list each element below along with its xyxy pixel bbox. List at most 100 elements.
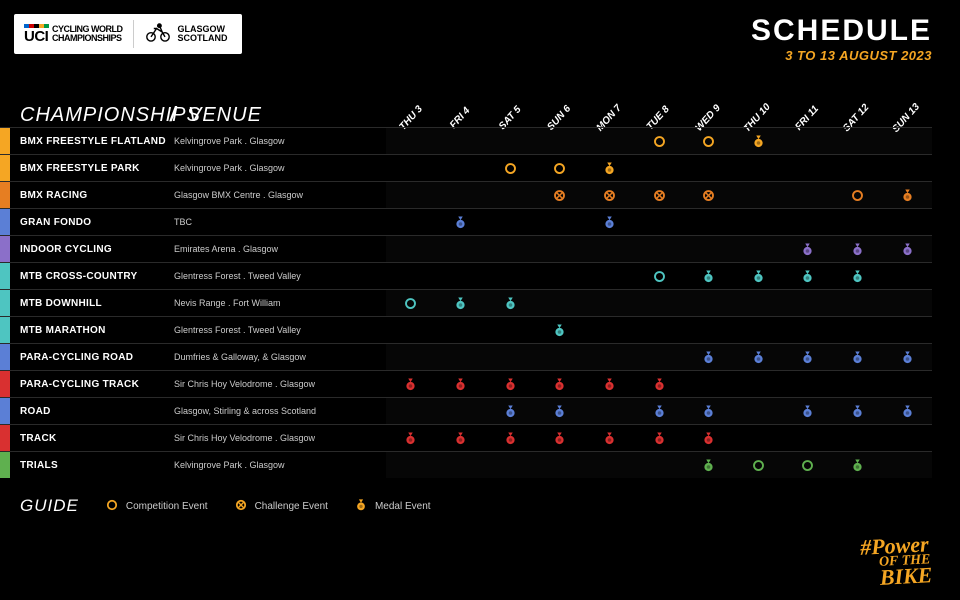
event-cells (386, 371, 932, 397)
page-subtitle: 3 TO 13 AUGUST 2023 (751, 48, 932, 63)
championship-name: BMX FREESTYLE FLATLAND (10, 136, 170, 147)
event-cell (485, 377, 535, 392)
event-cell (634, 404, 684, 419)
color-tab (0, 209, 10, 235)
color-tab (0, 371, 10, 397)
championship-name: ROAD (10, 406, 170, 417)
venue-name: Nevis Range . Fort William (170, 298, 386, 308)
table-row: GRAN FONDO TBC (0, 208, 932, 235)
event-cell (485, 296, 535, 311)
table-row: INDOOR CYCLING Emirates Arena . Glasgow (0, 235, 932, 262)
venue-name: Dumfries & Galloway, & Glasgow (170, 352, 386, 362)
event-cell (436, 215, 486, 230)
table-row: PARA-CYCLING ROAD Dumfries & Galloway, &… (0, 343, 932, 370)
event-cell (485, 161, 535, 176)
title-box: SCHEDULE 3 TO 13 AUGUST 2023 (751, 14, 932, 63)
event-cell (684, 404, 734, 419)
event-cell (634, 269, 684, 284)
championship-name: PARA-CYCLING TRACK (10, 379, 170, 390)
event-cell (684, 431, 734, 446)
event-cell (684, 350, 734, 365)
table-row: ROAD Glasgow, Stirling & across Scotland (0, 397, 932, 424)
table-row: PARA-CYCLING TRACK Sir Chris Hoy Velodro… (0, 370, 932, 397)
venue-name: Kelvingrove Park . Glasgow (170, 136, 386, 146)
glasgow-logo: GLASGOW SCOTLAND (144, 21, 228, 48)
venue-name: Glasgow BMX Centre . Glasgow (170, 190, 386, 200)
championship-name: BMX FREESTYLE PARK (10, 163, 170, 174)
color-tab (0, 452, 10, 478)
event-cell (485, 431, 535, 446)
venue-name: Sir Chris Hoy Velodrome . Glasgow (170, 379, 386, 389)
event-cell (684, 269, 734, 284)
col-championships: CHAMPIONSHIPS (0, 104, 170, 127)
event-cell (783, 404, 833, 419)
event-cell (386, 296, 436, 311)
legend-medal: Medal Event (354, 498, 431, 515)
championship-name: TRACK (10, 433, 170, 444)
event-cell (733, 269, 783, 284)
uci-logo-box: UCI CYCLING WORLD CHAMPIONSHIPS GLASGOW … (14, 14, 242, 54)
event-cell (783, 350, 833, 365)
event-cell (535, 377, 585, 392)
glasgow-text: GLASGOW SCOTLAND (178, 25, 228, 44)
event-cell (535, 188, 585, 203)
color-tab (0, 398, 10, 424)
color-tab (0, 128, 10, 154)
event-cells (386, 182, 932, 208)
uci-label: UCI (24, 28, 49, 45)
championship-name: TRIALS (10, 460, 170, 471)
table-body: BMX FREESTYLE FLATLAND Kelvingrove Park … (0, 127, 932, 478)
event-cells (386, 236, 932, 262)
color-tab (0, 263, 10, 289)
event-cell (783, 269, 833, 284)
guide-title: GUIDE (20, 496, 79, 516)
event-cell (833, 269, 883, 284)
event-cell (386, 377, 436, 392)
event-cell (833, 404, 883, 419)
color-tab (0, 425, 10, 451)
event-cells (386, 290, 932, 316)
event-cell (783, 242, 833, 257)
uci-logo: UCI CYCLING WORLD CHAMPIONSHIPS (24, 24, 123, 45)
guide-legend: GUIDE Competition Event Challenge Event … (0, 478, 960, 516)
venue-name: Glentress Forest . Tweed Valley (170, 325, 386, 335)
championship-name: MTB MARATHON (10, 325, 170, 336)
color-tab (0, 155, 10, 181)
table-row: MTB CROSS-COUNTRY Glentress Forest . Twe… (0, 262, 932, 289)
col-slash: / (170, 104, 182, 127)
event-cell (634, 431, 684, 446)
color-tab (0, 182, 10, 208)
event-cell (535, 161, 585, 176)
event-cell (585, 215, 635, 230)
event-cells (386, 398, 932, 424)
event-cell (585, 431, 635, 446)
table-row: BMX FREESTYLE FLATLAND Kelvingrove Park … (0, 127, 932, 154)
event-cells (386, 344, 932, 370)
event-cells (386, 317, 932, 343)
championship-name: MTB DOWNHILL (10, 298, 170, 309)
legend-competition: Competition Event (105, 498, 208, 515)
venue-name: TBC (170, 217, 386, 227)
col-venue: VENUE (182, 104, 388, 127)
table-row: BMX RACING Glasgow BMX Centre . Glasgow (0, 181, 932, 208)
header: UCI CYCLING WORLD CHAMPIONSHIPS GLASGOW … (0, 0, 960, 71)
championship-name: PARA-CYCLING ROAD (10, 352, 170, 363)
medal-icon (354, 498, 368, 515)
logo-divider (133, 20, 134, 48)
schedule-table: CHAMPIONSHIPS / VENUE THU 3FRI 4SAT 5SUN… (0, 71, 960, 478)
venue-name: Kelvingrove Park . Glasgow (170, 460, 386, 470)
uci-sub: CYCLING WORLD CHAMPIONSHIPS (52, 25, 123, 44)
event-cell (783, 458, 833, 473)
header-row: CHAMPIONSHIPS / VENUE THU 3FRI 4SAT 5SUN… (0, 79, 932, 127)
color-tab (0, 344, 10, 370)
table-row: MTB DOWNHILL Nevis Range . Fort William (0, 289, 932, 316)
championship-name: INDOOR CYCLING (10, 244, 170, 255)
event-cell (535, 404, 585, 419)
page-title: SCHEDULE (751, 14, 932, 48)
event-cell (684, 188, 734, 203)
venue-name: Glasgow, Stirling & across Scotland (170, 406, 386, 416)
venue-name: Kelvingrove Park . Glasgow (170, 163, 386, 173)
event-cell (535, 323, 585, 338)
event-cell (634, 377, 684, 392)
event-cell (882, 404, 932, 419)
